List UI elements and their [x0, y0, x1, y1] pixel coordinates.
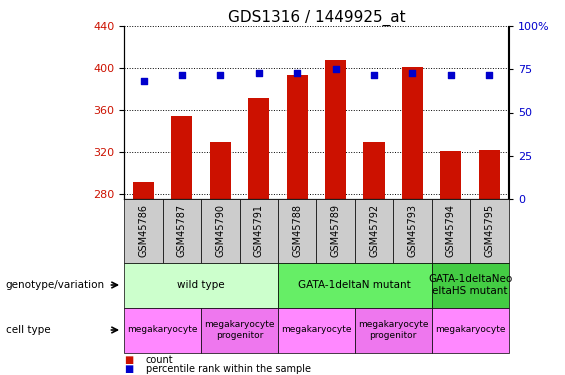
- Point: [293, 70, 302, 76]
- Bar: [479, 150, 500, 199]
- Text: GATA-1deltaN mutant: GATA-1deltaN mutant: [298, 280, 411, 290]
- Text: GSM45793: GSM45793: [407, 204, 418, 257]
- Bar: [171, 116, 193, 199]
- Text: megakaryocyte
progenitor: megakaryocyte progenitor: [358, 320, 428, 340]
- Text: GSM45795: GSM45795: [484, 204, 494, 257]
- Point: [485, 72, 494, 78]
- Bar: [440, 151, 462, 199]
- Bar: [248, 98, 270, 199]
- Bar: [210, 142, 231, 199]
- Point: [331, 66, 340, 72]
- Bar: [133, 182, 154, 199]
- Bar: [363, 142, 385, 199]
- Text: megakaryocyte: megakaryocyte: [128, 326, 198, 334]
- Text: megakaryocyte: megakaryocyte: [435, 326, 505, 334]
- Bar: [286, 75, 308, 199]
- Point: [446, 72, 455, 78]
- Text: ■: ■: [124, 355, 133, 365]
- Text: megakaryocyte: megakaryocyte: [281, 326, 351, 334]
- Text: count: count: [146, 355, 173, 365]
- Text: cell type: cell type: [6, 325, 50, 335]
- Point: [370, 72, 379, 78]
- Point: [139, 78, 148, 84]
- Text: GSM45786: GSM45786: [138, 204, 149, 257]
- Bar: [402, 67, 423, 199]
- Text: GSM45788: GSM45788: [292, 204, 302, 257]
- Text: GSM45791: GSM45791: [254, 204, 264, 257]
- Point: [177, 72, 186, 78]
- Text: wild type: wild type: [177, 280, 225, 290]
- Text: genotype/variation: genotype/variation: [6, 280, 105, 290]
- Text: GSM45790: GSM45790: [215, 204, 225, 257]
- Text: GSM45787: GSM45787: [177, 204, 187, 257]
- Text: ■: ■: [124, 364, 133, 374]
- Title: GDS1316 / 1449925_at: GDS1316 / 1449925_at: [228, 10, 405, 26]
- Point: [254, 70, 263, 76]
- Text: percentile rank within the sample: percentile rank within the sample: [146, 364, 311, 374]
- Text: GSM45789: GSM45789: [331, 204, 341, 257]
- Point: [408, 70, 417, 76]
- Text: megakaryocyte
progenitor: megakaryocyte progenitor: [205, 320, 275, 340]
- Text: GSM45794: GSM45794: [446, 204, 456, 257]
- Bar: [325, 60, 346, 199]
- Text: GSM45792: GSM45792: [369, 204, 379, 257]
- Point: [216, 72, 225, 78]
- Text: GATA-1deltaNeo
eltaHS mutant: GATA-1deltaNeo eltaHS mutant: [428, 274, 512, 296]
